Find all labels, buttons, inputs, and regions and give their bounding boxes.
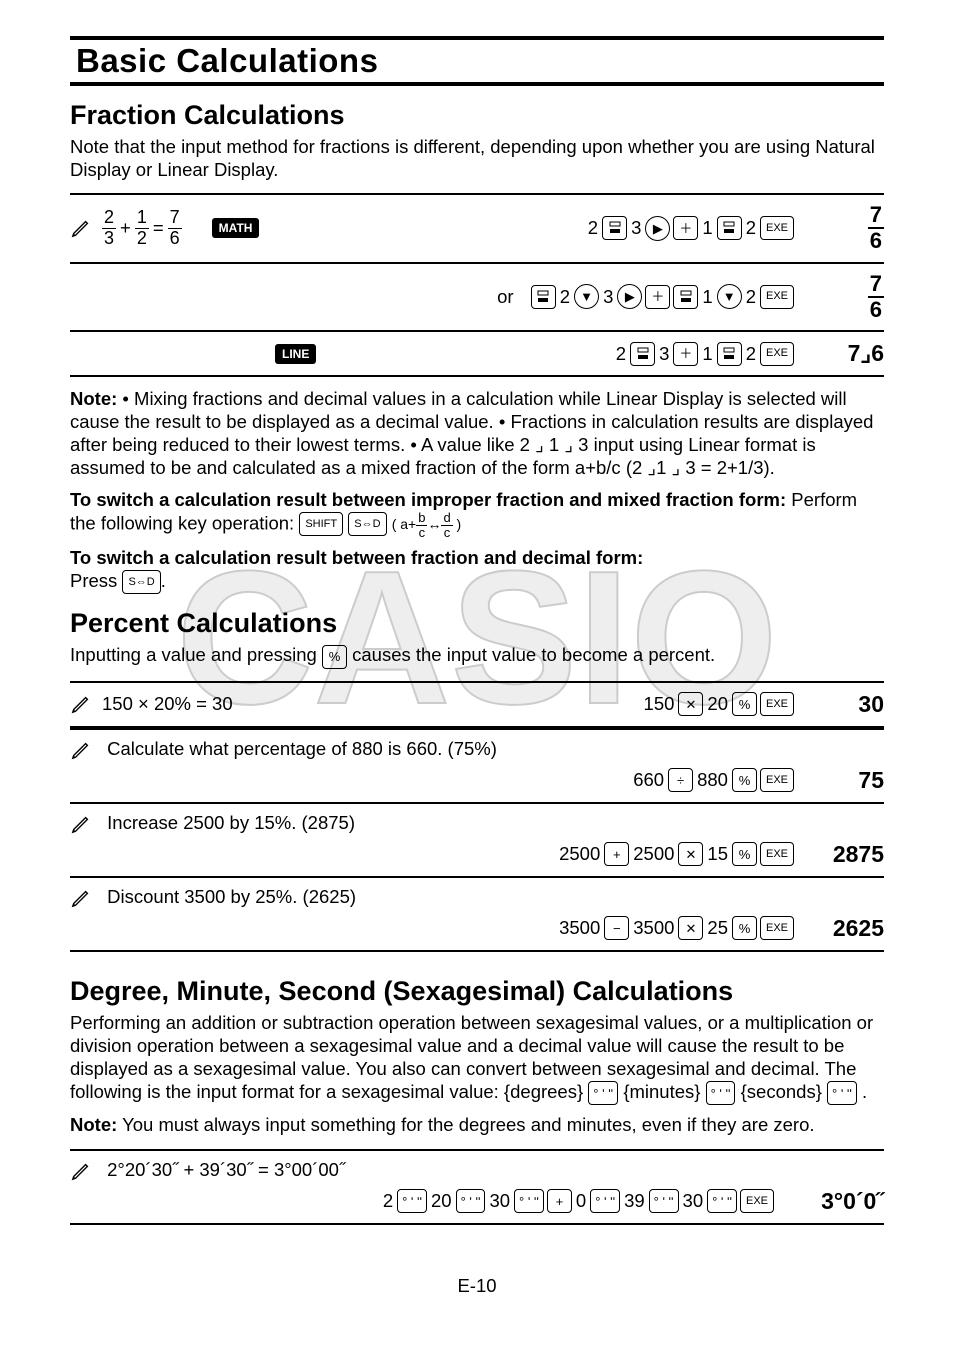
line-result: 7⌟6 — [794, 340, 884, 367]
dms-note: Note: You must always input something fo… — [70, 1113, 884, 1136]
dms-key[interactable]: ° ʹ ʹʹ — [514, 1189, 544, 1213]
frac-example-row-alt: or 2 ▼ 3 ▶ ＋ 1 ▼ 2 EXE 76 — [70, 264, 884, 332]
percent-ex2-result: 75 — [794, 767, 884, 794]
percent-example-2: Calculate what percentage of 880 is 660.… — [70, 728, 884, 763]
percent-ex1-question: 150 × 20% = 30 — [102, 693, 233, 715]
dms-intro: Performing an addition or subtraction op… — [70, 1011, 884, 1105]
page-number: E-10 — [70, 1275, 884, 1297]
key-sequence-pct3: 2500 + 2500 ✕ 15 % EXE — [558, 842, 794, 866]
percent-example-4: Discount 3500 by 25%. (2625) — [70, 878, 884, 911]
percent-ex2-question: Calculate what percentage of 880 is 660.… — [107, 738, 497, 759]
times-key[interactable]: ✕ — [678, 916, 703, 940]
sd-key[interactable]: S⇔D — [122, 570, 160, 594]
percent-example-1: 150 × 20% = 30 150 ✕ 20 % EXE 30 — [70, 681, 884, 728]
pencil-icon — [70, 693, 92, 715]
frac-key[interactable] — [531, 285, 556, 309]
dms-result: 3°0´0˝ — [774, 1188, 884, 1215]
dms-example: 2°20´30˝ + 39´30˝ = 3°00´00˝ — [70, 1149, 884, 1184]
exe-key[interactable]: EXE — [760, 285, 794, 309]
exe-key[interactable]: EXE — [740, 1189, 774, 1213]
plus-key[interactable]: ＋ — [645, 285, 670, 309]
pencil-icon — [70, 739, 92, 761]
down-arrow-key[interactable]: ▼ — [574, 284, 599, 309]
frac-key[interactable] — [602, 216, 627, 240]
key-sequence-pct4: 3500 − 3500 ✕ 25 % EXE — [558, 916, 794, 940]
key-hint: ( a+bc↔dc ) — [392, 516, 462, 532]
percent-ex4-result: 2625 — [794, 915, 884, 942]
exe-key[interactable]: EXE — [760, 842, 794, 866]
frac-key[interactable] — [717, 216, 742, 240]
section-heading-dms: Degree, Minute, Second (Sexagesimal) Cal… — [70, 976, 884, 1007]
divide-key[interactable]: ÷ — [668, 768, 693, 792]
percent-key[interactable]: % — [732, 692, 757, 716]
exe-key[interactable]: EXE — [760, 216, 794, 240]
frac-example-row-math: 23 + 12 = 76 MATH 2 3 ▶ ＋ 1 2 — [70, 193, 884, 263]
exe-key[interactable]: EXE — [760, 768, 794, 792]
exe-key[interactable]: EXE — [760, 342, 794, 366]
percent-ex4-question: Discount 3500 by 25%. (2625) — [107, 886, 356, 907]
key-sequence-math: 2 3 ▶ ＋ 1 2 EXE — [587, 216, 794, 241]
dms-key[interactable]: ° ʹ ʹʹ — [649, 1189, 679, 1213]
percent-key[interactable]: % — [732, 916, 757, 940]
line-badge: LINE — [275, 344, 316, 364]
fraction-intro: Note that the input method for fractions… — [70, 135, 884, 181]
switch-improper-mixed: To switch a calculation result between i… — [70, 488, 884, 541]
plus-key[interactable]: + — [604, 842, 629, 866]
dms-key[interactable]: ° ʹ ʹʹ — [588, 1081, 618, 1105]
frac-example-row-line: LINE 2 3 ＋ 1 2 EXE 7⌟6 — [70, 332, 884, 377]
key-sequence-dms: 2 ° ʹ ʹʹ 20 ° ʹ ʹʹ 30 ° ʹ ʹʹ + 0 ° ʹ ʹʹ … — [382, 1189, 774, 1213]
key-sequence-pct2: 660 ÷ 880 % EXE — [632, 768, 794, 792]
dms-key[interactable]: ° ʹ ʹʹ — [706, 1081, 736, 1105]
percent-intro: Inputting a value and pressing % causes … — [70, 643, 884, 668]
plus-key[interactable]: ＋ — [673, 342, 698, 366]
right-arrow-key[interactable]: ▶ — [617, 284, 642, 309]
sd-key[interactable]: S⇔D — [348, 512, 386, 536]
math-badge: MATH — [212, 218, 260, 238]
percent-example-3: Increase 2500 by 15%. (2875) — [70, 804, 884, 837]
percent-ex3-result: 2875 — [794, 841, 884, 868]
percent-key[interactable]: % — [732, 842, 757, 866]
dms-key[interactable]: ° ʹ ʹʹ — [707, 1189, 737, 1213]
times-key[interactable]: ✕ — [678, 842, 703, 866]
right-arrow-key[interactable]: ▶ — [645, 216, 670, 241]
frac-key[interactable] — [717, 342, 742, 366]
plus-key[interactable]: ＋ — [673, 216, 698, 240]
percent-key[interactable]: % — [732, 768, 757, 792]
dms-key[interactable]: ° ʹ ʹʹ — [590, 1189, 620, 1213]
percent-ex3-question: Increase 2500 by 15%. (2875) — [107, 812, 355, 833]
frac-example-equation: 23 + 12 = 76 — [102, 208, 182, 249]
key-sequence-line: 2 3 ＋ 1 2 EXE — [615, 342, 794, 366]
switch-frac-decimal: To switch a calculation result between f… — [70, 546, 884, 594]
pencil-icon — [70, 217, 92, 239]
key-sequence-pct1: 150 ✕ 20 % EXE — [643, 692, 794, 716]
exe-key[interactable]: EXE — [760, 692, 794, 716]
key-sequence-math-alt: or 2 ▼ 3 ▶ ＋ 1 ▼ 2 EXE — [496, 284, 794, 309]
dms-key[interactable]: ° ʹ ʹʹ — [397, 1189, 427, 1213]
minus-key[interactable]: − — [604, 916, 629, 940]
main-title: Basic Calculations — [76, 42, 878, 80]
percent-ex1-result: 30 — [794, 691, 884, 718]
exe-key[interactable]: EXE — [760, 916, 794, 940]
plus-key[interactable]: + — [547, 1189, 572, 1213]
pencil-icon — [70, 1160, 92, 1182]
dms-key[interactable]: ° ʹ ʹʹ — [456, 1189, 486, 1213]
frac-key[interactable] — [630, 342, 655, 366]
dms-key[interactable]: ° ʹ ʹʹ — [827, 1081, 857, 1105]
fraction-note: Note: • Mixing fractions and decimal val… — [70, 387, 884, 480]
percent-key[interactable]: % — [322, 645, 347, 669]
pencil-icon — [70, 887, 92, 909]
frac-key[interactable] — [673, 285, 698, 309]
down-arrow-key[interactable]: ▼ — [717, 284, 742, 309]
section-heading-percent: Percent Calculations — [70, 608, 884, 639]
times-key[interactable]: ✕ — [678, 692, 703, 716]
pencil-icon — [70, 813, 92, 835]
section-heading-fractions: Fraction Calculations — [70, 100, 884, 131]
dms-question: 2°20´30˝ + 39´30˝ = 3°00´00˝ — [107, 1159, 345, 1180]
main-title-bar: Basic Calculations — [70, 36, 884, 86]
shift-key[interactable]: SHIFT — [299, 512, 343, 536]
